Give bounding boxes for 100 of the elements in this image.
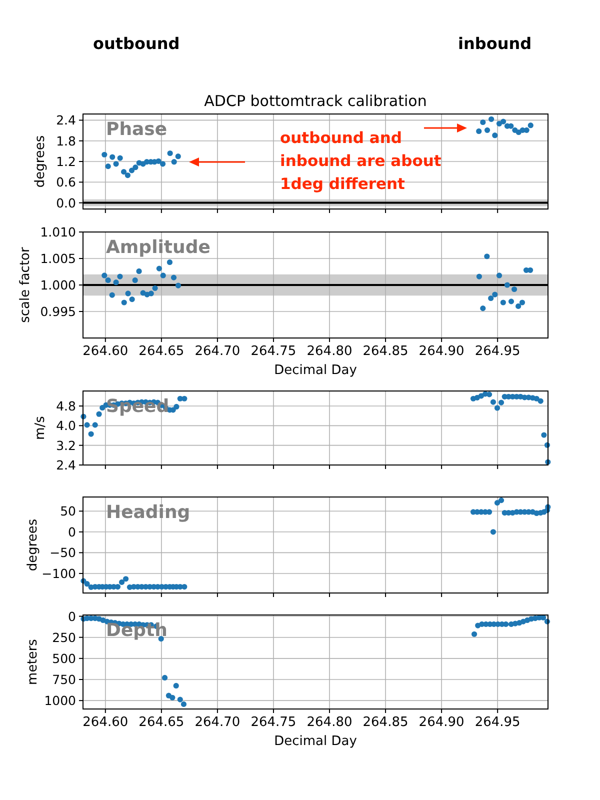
point xyxy=(177,696,183,702)
point xyxy=(500,300,506,306)
x-axis-title: Decimal Day xyxy=(274,734,358,749)
x-tick-label: 264.95 xyxy=(474,344,520,359)
point xyxy=(88,431,94,437)
point xyxy=(480,306,486,312)
point xyxy=(84,422,90,428)
point xyxy=(498,400,504,406)
point xyxy=(132,164,138,170)
x-tick-label: 264.75 xyxy=(250,715,296,730)
point xyxy=(538,398,544,404)
x-tick-label: 264.65 xyxy=(138,715,184,730)
point xyxy=(492,132,498,138)
x-tick-label: 264.90 xyxy=(418,344,464,359)
y-tick-label: −50 xyxy=(50,545,76,560)
point xyxy=(102,152,108,158)
point xyxy=(492,292,498,298)
point xyxy=(496,272,502,278)
point xyxy=(118,579,125,585)
point xyxy=(156,158,162,164)
point xyxy=(541,432,547,438)
point xyxy=(121,300,127,306)
point xyxy=(124,172,131,178)
y-tick-label: 0 xyxy=(68,608,76,624)
point xyxy=(84,581,90,587)
y-tick-label: 0.0 xyxy=(56,195,76,210)
point xyxy=(488,116,494,122)
point xyxy=(123,576,129,582)
x-tick-label: 264.85 xyxy=(362,715,408,730)
point xyxy=(113,280,119,286)
point xyxy=(476,274,482,280)
point xyxy=(500,118,506,124)
x-tick-label: 264.65 xyxy=(138,344,184,359)
y-tick-label: 2.4 xyxy=(56,112,76,128)
x-tick-label: 264.90 xyxy=(418,715,464,730)
y-tick-label: 4.8 xyxy=(56,398,76,414)
point xyxy=(105,164,111,170)
point xyxy=(136,268,142,274)
point xyxy=(170,694,176,700)
x-tick-label: 264.95 xyxy=(474,715,520,730)
y-axis-title: degrees xyxy=(33,135,48,188)
y-tick-label: 1.000 xyxy=(40,278,76,292)
point xyxy=(528,122,534,128)
point xyxy=(508,298,514,304)
y-tick-label: −100 xyxy=(42,566,76,581)
point xyxy=(516,129,522,136)
y-tick-label: 1.010 xyxy=(40,224,76,240)
point xyxy=(117,155,123,161)
point xyxy=(125,290,131,296)
point xyxy=(490,399,496,405)
annotation: outbound and inbound are about 1deg different xyxy=(280,129,442,193)
x-tick-label: 264.60 xyxy=(82,715,128,730)
point xyxy=(498,498,504,504)
point xyxy=(156,266,162,272)
point xyxy=(471,631,478,637)
y-tick-label: 500 xyxy=(52,650,76,666)
point xyxy=(171,159,177,165)
y-tick-label: 0.995 xyxy=(40,304,76,319)
point xyxy=(160,161,166,167)
point xyxy=(117,274,123,280)
point xyxy=(160,272,166,278)
y-tick-label: 1.8 xyxy=(56,133,76,148)
y-axis-title: m/s xyxy=(33,416,48,440)
y-tick-label: 1.005 xyxy=(40,251,76,266)
y-tick-label: 2.4 xyxy=(56,458,76,472)
x-tick-label: 264.75 xyxy=(250,344,296,359)
x-tick-label: 264.85 xyxy=(362,344,408,359)
text: outbound xyxy=(93,34,180,53)
point xyxy=(503,621,509,627)
y-tick-label: 1000 xyxy=(44,693,76,708)
point xyxy=(170,274,177,280)
point xyxy=(494,500,500,506)
point xyxy=(480,119,486,126)
point xyxy=(180,701,187,707)
point xyxy=(162,674,168,681)
point xyxy=(148,290,154,296)
point xyxy=(484,127,490,133)
point xyxy=(511,286,518,292)
point xyxy=(110,154,116,160)
x-tick-label: 264.80 xyxy=(306,715,352,730)
y-tick-label: 50 xyxy=(60,504,76,519)
point xyxy=(128,168,135,174)
point xyxy=(166,259,173,266)
point xyxy=(96,411,102,417)
y-tick-label: 0 xyxy=(68,524,76,540)
point xyxy=(92,422,98,428)
y-tick-label: 0.6 xyxy=(56,174,76,190)
point xyxy=(113,161,119,167)
x-tick-label: 264.70 xyxy=(194,715,240,730)
y-axis-title: meters xyxy=(26,638,41,685)
y-tick-label: 4.0 xyxy=(56,418,76,434)
point xyxy=(102,272,108,278)
y-tick-label: 750 xyxy=(52,672,76,687)
point xyxy=(152,285,158,291)
point xyxy=(494,405,500,411)
y-axis-title: scale factor xyxy=(18,246,33,323)
y-tick-label: 1.2 xyxy=(56,154,76,169)
point xyxy=(132,277,138,284)
x-tick-label: 264.80 xyxy=(306,344,352,359)
point xyxy=(109,292,115,298)
